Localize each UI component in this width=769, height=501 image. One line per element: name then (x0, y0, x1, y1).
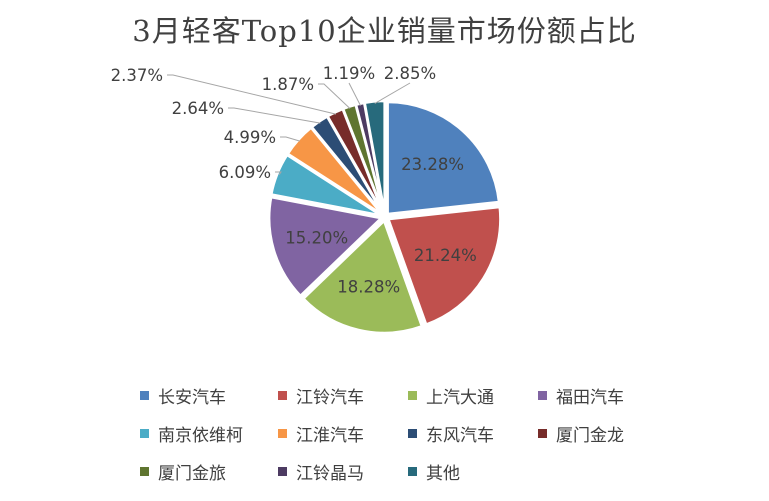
chart-title: 3月轻客Top10企业销量市场份额占比 (132, 14, 637, 48)
legend: 长安汽车 江铃汽车 上汽大通 福田汽车南京依维柯 江淮汽车 东风汽车 厦门金龙厦门金旅 江铃晶… (140, 383, 660, 484)
legend-item-jmc-jingma: 江铃晶马 (278, 459, 408, 484)
leader-line-jmc-jingma (348, 82, 361, 106)
legend-item-golden-dragon: 厦门金旅 (140, 459, 278, 484)
leader-line-king-long (167, 74, 336, 115)
legend-swatch-jmc-jingma (278, 466, 287, 476)
legend-label-king-long: 厦门金龙 (556, 425, 624, 446)
pie-slice-naveco (269, 153, 382, 217)
legend-label-golden-dragon: 厦门金旅 (158, 463, 226, 484)
legend-label-jac: 江淮汽车 (296, 425, 364, 446)
pie-slice-jiangling (386, 205, 502, 327)
pie-slice-foton (267, 195, 384, 298)
legend-item-changan: 长安汽车 (140, 383, 278, 408)
data-label-golden-dragon: 1.87% (262, 75, 314, 94)
pie-slice-others (363, 99, 386, 214)
legend-label-changan: 长安汽车 (158, 387, 226, 408)
legend-label-saic-maxus: 上汽大通 (426, 387, 494, 408)
legend-swatch-changan (140, 390, 149, 400)
legend-item-jiangling: 江铃汽车 (278, 383, 408, 408)
legend-swatch-jiangling (278, 390, 287, 400)
legend-swatch-dongfeng (408, 428, 417, 438)
legend-swatch-jac (278, 428, 287, 438)
legend-item-others: 其他 (408, 459, 538, 484)
pie-slice-changan (386, 100, 501, 216)
leader-line-jac (280, 136, 301, 142)
data-label-king-long: 2.37% (111, 66, 163, 85)
legend-label-others: 其他 (426, 463, 460, 484)
legend-item-king-long: 厦门金龙 (538, 421, 660, 446)
leader-line-dongfeng (228, 107, 321, 124)
leader-line-golden-dragon (318, 83, 351, 109)
data-label-others: 2.85% (384, 64, 436, 83)
legend-label-jmc-jingma: 江铃晶马 (296, 463, 364, 484)
data-label-dongfeng: 2.64% (172, 99, 224, 118)
pie-slice-saic-maxus (301, 218, 424, 335)
legend-label-naveco: 南京依维柯 (158, 425, 243, 446)
legend-label-jiangling: 江铃汽车 (296, 387, 364, 408)
legend-swatch-foton (538, 390, 547, 400)
legend-item-foton: 福田汽车 (538, 383, 660, 408)
legend-item-saic-maxus: 上汽大通 (408, 383, 538, 408)
data-label-changan: 23.28% (401, 155, 464, 174)
legend-swatch-others (408, 466, 417, 476)
leader-line-naveco (275, 171, 282, 176)
data-label-jiangling: 21.24% (414, 246, 477, 265)
data-label-saic-maxus: 18.28% (337, 277, 400, 296)
legend-label-dongfeng: 东风汽车 (426, 425, 494, 446)
legend-swatch-king-long (538, 428, 547, 438)
leader-line-others (374, 82, 411, 104)
legend-item-naveco: 南京依维柯 (140, 421, 278, 446)
legend-label-foton: 福田汽车 (556, 387, 624, 408)
legend-item-jac: 江淮汽车 (278, 421, 408, 446)
legend-item-dongfeng: 东风汽车 (408, 421, 538, 446)
legend-swatch-saic-maxus (408, 390, 417, 400)
data-label-jac: 4.99% (224, 128, 276, 147)
legend-swatch-naveco (140, 428, 149, 438)
data-label-jmc-jingma: 1.19% (323, 64, 375, 83)
legend-swatch-golden-dragon (140, 466, 149, 476)
data-label-foton: 15.20% (285, 228, 348, 247)
data-label-naveco: 6.09% (219, 163, 271, 182)
